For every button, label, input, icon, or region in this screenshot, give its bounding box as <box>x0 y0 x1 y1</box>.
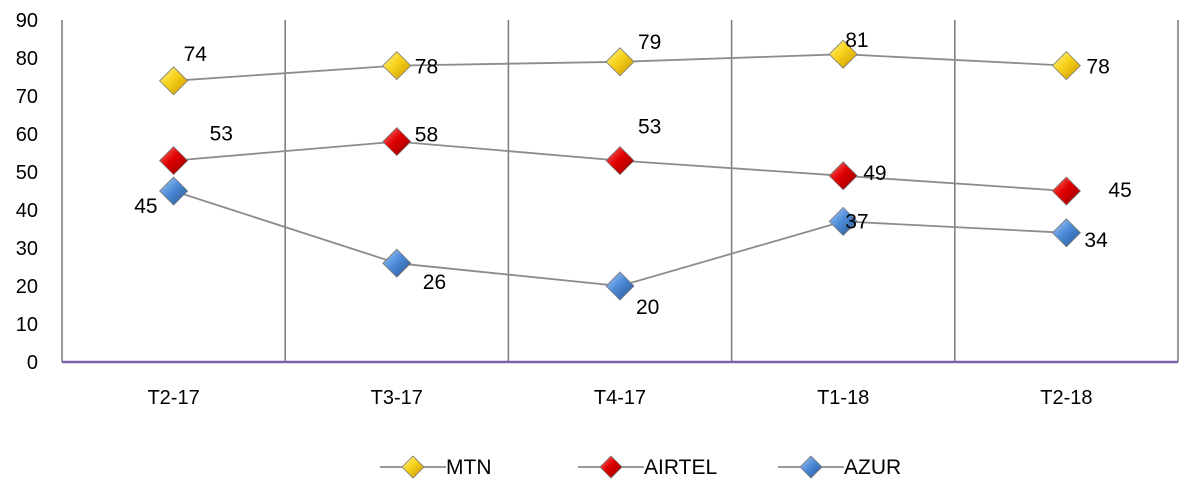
data-label-mtn: 79 <box>638 31 661 54</box>
data-point-mtn <box>605 47 635 77</box>
data-point-azur <box>159 176 189 206</box>
data-label-mtn: 74 <box>184 43 208 66</box>
data-label-layer: 74 78 79 81 78 53 58 53 49 45 45 26 20 37 34 <box>134 29 1132 319</box>
data-label-mtn: 78 <box>1086 56 1109 79</box>
data-point-airtel <box>605 146 635 176</box>
legend-marker-mtn <box>401 455 425 479</box>
data-point-airtel <box>828 161 858 191</box>
x-tick-label: T1-18 <box>817 387 869 409</box>
data-point-airtel <box>1051 176 1081 206</box>
legend-label-airtel: AIRTEL <box>644 456 717 479</box>
data-label-airtel: 49 <box>863 162 886 185</box>
data-label-airtel: 53 <box>210 123 233 146</box>
series-layer <box>159 39 1081 301</box>
y-tick-label: 30 <box>16 238 38 260</box>
y-tick-label: 10 <box>16 314 38 336</box>
y-tick-label: 60 <box>16 124 38 146</box>
data-label-azur: 45 <box>134 195 157 218</box>
data-point-azur <box>1051 218 1081 248</box>
x-tick-label: T3-17 <box>371 387 423 409</box>
data-point-mtn <box>1051 51 1081 81</box>
data-point-mtn <box>382 51 412 81</box>
data-label-azur: 20 <box>636 296 659 319</box>
data-label-azur: 26 <box>423 271 446 294</box>
x-tick-label: T2-18 <box>1040 387 1092 409</box>
data-point-azur <box>605 271 635 301</box>
data-label-azur: 37 <box>845 210 868 233</box>
data-point-airtel <box>382 127 412 157</box>
y-tick-label: 40 <box>16 200 38 222</box>
grid-layer <box>284 20 1179 362</box>
legend-label-mtn: MTN <box>446 456 492 479</box>
data-label-mtn: 81 <box>845 29 868 52</box>
data-label-airtel: 45 <box>1108 179 1131 202</box>
x-tick-label: T4-17 <box>594 387 646 409</box>
data-label-mtn: 78 <box>415 56 438 79</box>
data-point-azur <box>382 248 412 278</box>
legend-label-azur: AZUR <box>844 456 901 479</box>
data-label-airtel: 58 <box>415 124 438 147</box>
x-tick-label: T2-17 <box>147 387 199 409</box>
data-point-mtn <box>159 66 189 96</box>
data-label-azur: 34 <box>1084 229 1108 252</box>
y-tick-label: 20 <box>16 276 38 298</box>
y-tick-label: 80 <box>16 48 38 70</box>
y-tick-label: 90 <box>16 10 38 32</box>
axis-layer: 0 10 20 30 40 50 60 70 80 90 T2-17 T3-17 T4-17 T1-18 T… <box>16 10 1178 409</box>
legend: MTN AIRTEL AZUR <box>380 455 901 479</box>
data-point-mtn <box>828 39 858 69</box>
y-tick-label: 50 <box>16 162 38 184</box>
y-tick-label: 70 <box>16 86 38 108</box>
legend-marker-azur <box>799 455 823 479</box>
data-label-airtel: 53 <box>638 116 661 139</box>
data-point-airtel <box>159 146 189 176</box>
legend-marker-airtel <box>599 455 623 479</box>
y-tick-label: 0 <box>27 352 38 374</box>
data-point-azur <box>828 206 858 236</box>
